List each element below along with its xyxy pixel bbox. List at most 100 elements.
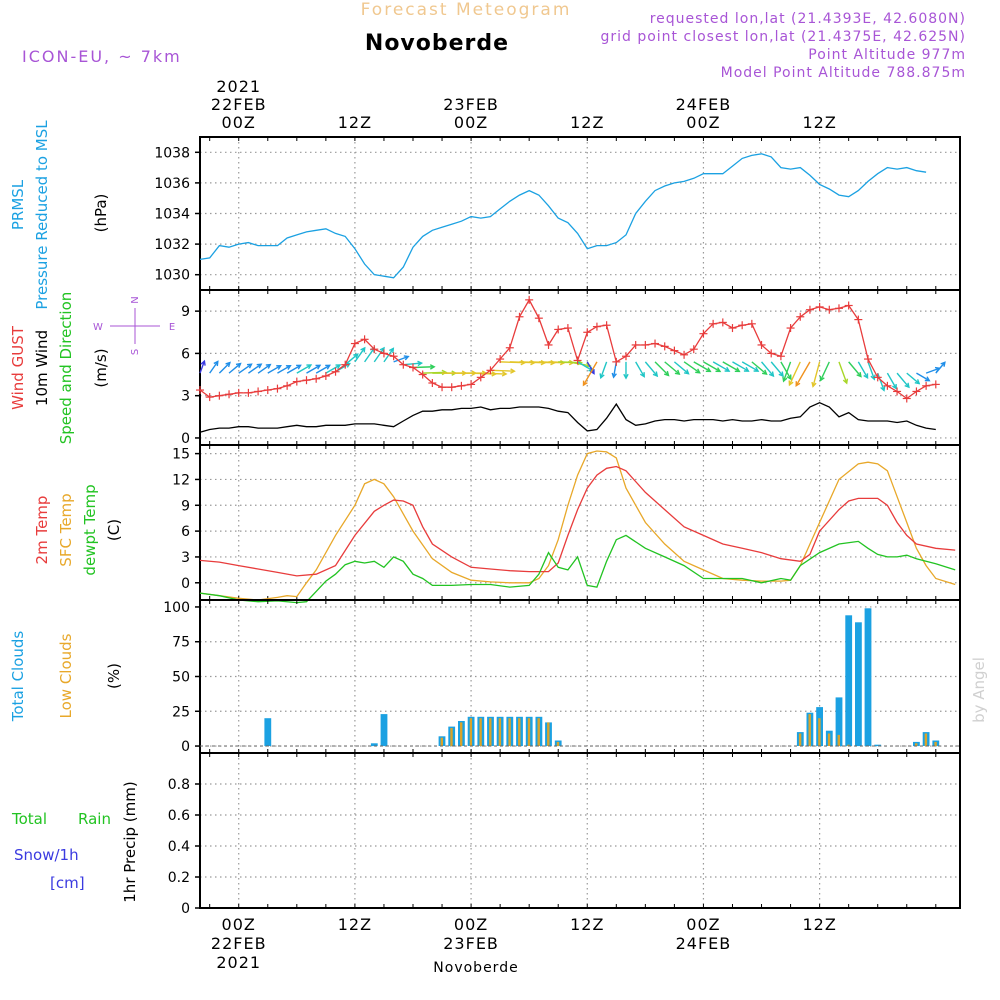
ytick-label: 75 — [172, 635, 190, 651]
low-cloud-bar — [508, 718, 511, 746]
model-label: ICON-EU, ~ 7km — [22, 47, 182, 66]
pressure-unit: (hPa) — [92, 194, 110, 233]
low-cloud-bar — [556, 741, 560, 747]
wind-arrow — [848, 361, 862, 378]
bottom-hour-label: 00Z — [454, 915, 488, 934]
ytick-label: 3 — [181, 389, 190, 405]
ytick-label: 6 — [181, 346, 190, 362]
ytick-label: 15 — [172, 447, 190, 463]
clouds-unit: (%) — [105, 663, 123, 689]
wind-arrow — [857, 361, 869, 380]
gust-point — [786, 324, 795, 333]
wind-arrow — [788, 361, 801, 387]
wind-arrow — [770, 361, 784, 378]
prmsl-line — [199, 153, 927, 279]
gust-point — [389, 352, 398, 361]
gust-point — [341, 360, 350, 369]
gust-point — [844, 301, 853, 310]
gust-point — [254, 387, 263, 396]
gust-point — [728, 324, 737, 333]
gust-point — [331, 367, 340, 376]
gust-point — [263, 386, 272, 395]
wind-arrow — [257, 363, 272, 374]
ytick-label: 1038 — [154, 145, 190, 161]
gust-point — [776, 352, 785, 361]
gust-point — [912, 387, 921, 396]
low-cloud-bar — [498, 718, 502, 746]
wind-arrow — [248, 363, 263, 374]
ytick-label: 0 — [181, 739, 190, 755]
total-cloud-bar — [380, 714, 388, 747]
precip-unit: 1hr Precip (mm) — [121, 781, 139, 902]
gust-point — [350, 339, 359, 348]
gust-point — [680, 350, 689, 359]
gust-point — [660, 342, 669, 351]
wind-arrow — [782, 361, 792, 383]
wind-arrow — [693, 361, 712, 373]
total-label: Total — [11, 810, 47, 828]
gust-point — [825, 305, 834, 314]
gust-point — [612, 357, 621, 366]
top-hour-label: 00Z — [454, 113, 488, 132]
sfc-temp-label: SFC Temp — [57, 493, 75, 566]
gust-point — [399, 360, 408, 369]
wind-arrow — [819, 361, 830, 382]
low-cloud-bar — [934, 741, 937, 747]
rain-label: Rain — [78, 810, 111, 828]
gust-point — [544, 340, 553, 349]
bottom-hour-label: 12Z — [570, 915, 604, 934]
wind-unit: (m/s) — [92, 348, 110, 387]
temperature-panel: 0 3 6 9 12 15 — [172, 444, 961, 604]
wind-arrow — [315, 364, 331, 374]
low-cloud-bar — [518, 718, 521, 746]
gust-point — [573, 356, 582, 365]
low-cloud-bar — [479, 718, 482, 746]
model-altitude: Model Point Altitude 788.875m — [721, 65, 966, 81]
gust-point — [418, 370, 427, 379]
temp2m-line — [199, 465, 956, 577]
top-hour-label: 12Z — [338, 113, 372, 132]
gust-line — [199, 298, 936, 400]
top-hour-label: 12Z — [802, 113, 836, 132]
low-cloud-bar — [924, 733, 928, 746]
wind-arrow — [838, 361, 849, 385]
snow-unit-label: [cm] — [50, 874, 85, 892]
gust-point — [747, 319, 756, 328]
gust-point — [283, 381, 292, 390]
gust-point — [902, 394, 911, 403]
bottom-date-label: 24FEB — [676, 934, 732, 953]
total-cloud-bar — [370, 743, 378, 747]
total-clouds-label: Total Clouds — [9, 631, 27, 723]
low-cloud-bar — [460, 722, 463, 746]
low-cloud-bar — [847, 744, 850, 747]
gust-point — [767, 349, 776, 358]
gust-point — [312, 374, 321, 383]
low-cloud-bar — [818, 718, 821, 746]
gust-point — [379, 349, 388, 358]
wind-arrow — [886, 372, 897, 390]
panel-frame — [199, 289, 961, 446]
wind-arrow — [751, 361, 768, 376]
wind-arrow — [209, 360, 219, 374]
wind-10m-label: 10m Wind — [33, 330, 51, 406]
gust-point — [873, 373, 882, 382]
low-cloud-bar — [837, 734, 840, 746]
precip-panel: 0 0.2 0.4 0.6 0.8 — [168, 752, 961, 917]
wind-arrow — [306, 364, 322, 374]
gust-point — [476, 373, 485, 382]
gust-point — [883, 381, 892, 390]
low-cloud-bar — [440, 737, 443, 746]
compass-e: E — [169, 322, 175, 333]
gust-point — [554, 325, 563, 334]
gust-point — [438, 383, 447, 392]
ytick-label: 1032 — [154, 237, 190, 253]
ytick-label: 6 — [181, 524, 190, 540]
gust-point — [321, 371, 330, 380]
wind-arrow — [673, 361, 690, 375]
watermark: by Angel — [970, 657, 988, 723]
wind-arrow — [867, 361, 876, 381]
wind-arrow — [703, 361, 722, 373]
gust-point — [370, 345, 379, 354]
top-year-label: 2021 — [216, 77, 261, 96]
